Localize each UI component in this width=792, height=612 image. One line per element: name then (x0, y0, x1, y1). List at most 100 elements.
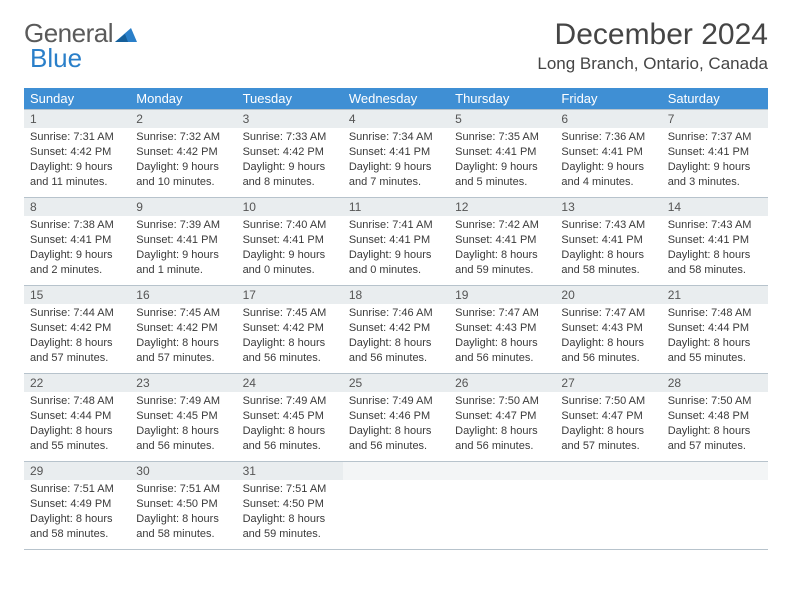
daylight-line: Daylight: 8 hours and 55 minutes. (668, 336, 762, 366)
day-body: Sunrise: 7:49 AMSunset: 4:45 PMDaylight:… (237, 392, 343, 457)
sunrise-line: Sunrise: 7:32 AM (136, 130, 230, 145)
day-number: 12 (449, 198, 555, 216)
day-body: Sunrise: 7:45 AMSunset: 4:42 PMDaylight:… (237, 304, 343, 369)
sunrise-line: Sunrise: 7:35 AM (455, 130, 549, 145)
weekday-header: Tuesday (237, 88, 343, 110)
sunset-line: Sunset: 4:44 PM (30, 409, 124, 424)
calendar-day-cell: 27Sunrise: 7:50 AMSunset: 4:47 PMDayligh… (555, 374, 661, 462)
weekday-header: Saturday (662, 88, 768, 110)
calendar-day-cell: 6Sunrise: 7:36 AMSunset: 4:41 PMDaylight… (555, 110, 661, 198)
calendar: Sunday Monday Tuesday Wednesday Thursday… (24, 88, 768, 550)
calendar-day-cell: 21Sunrise: 7:48 AMSunset: 4:44 PMDayligh… (662, 286, 768, 374)
day-number (343, 462, 449, 480)
calendar-week-row: 8Sunrise: 7:38 AMSunset: 4:41 PMDaylight… (24, 198, 768, 286)
day-body: Sunrise: 7:49 AMSunset: 4:46 PMDaylight:… (343, 392, 449, 457)
daylight-line: Daylight: 8 hours and 57 minutes. (136, 336, 230, 366)
day-number: 22 (24, 374, 130, 392)
calendar-day-cell: 3Sunrise: 7:33 AMSunset: 4:42 PMDaylight… (237, 110, 343, 198)
logo-word-2: Blue (30, 43, 82, 74)
sunset-line: Sunset: 4:41 PM (30, 233, 124, 248)
day-body: Sunrise: 7:40 AMSunset: 4:41 PMDaylight:… (237, 216, 343, 281)
daylight-line: Daylight: 8 hours and 59 minutes. (243, 512, 337, 542)
day-number: 31 (237, 462, 343, 480)
sunrise-line: Sunrise: 7:41 AM (349, 218, 443, 233)
day-number: 27 (555, 374, 661, 392)
sunset-line: Sunset: 4:50 PM (136, 497, 230, 512)
day-body: Sunrise: 7:50 AMSunset: 4:47 PMDaylight:… (555, 392, 661, 457)
title-block: December 2024 Long Branch, Ontario, Cana… (537, 18, 768, 74)
sunset-line: Sunset: 4:41 PM (668, 145, 762, 160)
day-number: 1 (24, 110, 130, 128)
daylight-line: Daylight: 9 hours and 7 minutes. (349, 160, 443, 190)
sunrise-line: Sunrise: 7:49 AM (136, 394, 230, 409)
sunrise-line: Sunrise: 7:48 AM (30, 394, 124, 409)
calendar-day-cell: 30Sunrise: 7:51 AMSunset: 4:50 PMDayligh… (130, 462, 236, 550)
sunset-line: Sunset: 4:42 PM (30, 145, 124, 160)
day-body (555, 480, 661, 486)
sunset-line: Sunset: 4:42 PM (30, 321, 124, 336)
sunrise-line: Sunrise: 7:37 AM (668, 130, 762, 145)
calendar-day-cell (555, 462, 661, 550)
sunset-line: Sunset: 4:42 PM (136, 145, 230, 160)
calendar-day-cell: 13Sunrise: 7:43 AMSunset: 4:41 PMDayligh… (555, 198, 661, 286)
day-number: 13 (555, 198, 661, 216)
sunrise-line: Sunrise: 7:50 AM (561, 394, 655, 409)
sunset-line: Sunset: 4:41 PM (136, 233, 230, 248)
daylight-line: Daylight: 9 hours and 10 minutes. (136, 160, 230, 190)
day-number: 30 (130, 462, 236, 480)
daylight-line: Daylight: 8 hours and 56 minutes. (243, 336, 337, 366)
calendar-week-row: 15Sunrise: 7:44 AMSunset: 4:42 PMDayligh… (24, 286, 768, 374)
day-number: 15 (24, 286, 130, 304)
day-number: 3 (237, 110, 343, 128)
daylight-line: Daylight: 8 hours and 56 minutes. (455, 424, 549, 454)
day-number: 29 (24, 462, 130, 480)
sunset-line: Sunset: 4:47 PM (561, 409, 655, 424)
calendar-day-cell: 24Sunrise: 7:49 AMSunset: 4:45 PMDayligh… (237, 374, 343, 462)
calendar-day-cell: 7Sunrise: 7:37 AMSunset: 4:41 PMDaylight… (662, 110, 768, 198)
sunset-line: Sunset: 4:41 PM (349, 145, 443, 160)
day-number (449, 462, 555, 480)
calendar-day-cell: 11Sunrise: 7:41 AMSunset: 4:41 PMDayligh… (343, 198, 449, 286)
day-body: Sunrise: 7:32 AMSunset: 4:42 PMDaylight:… (130, 128, 236, 193)
sunset-line: Sunset: 4:45 PM (243, 409, 337, 424)
sunrise-line: Sunrise: 7:51 AM (30, 482, 124, 497)
day-number: 20 (555, 286, 661, 304)
day-body: Sunrise: 7:45 AMSunset: 4:42 PMDaylight:… (130, 304, 236, 369)
sunset-line: Sunset: 4:41 PM (243, 233, 337, 248)
daylight-line: Daylight: 8 hours and 57 minutes. (30, 336, 124, 366)
sunset-line: Sunset: 4:42 PM (349, 321, 443, 336)
day-body: Sunrise: 7:46 AMSunset: 4:42 PMDaylight:… (343, 304, 449, 369)
sunrise-line: Sunrise: 7:34 AM (349, 130, 443, 145)
day-number: 18 (343, 286, 449, 304)
calendar-day-cell: 2Sunrise: 7:32 AMSunset: 4:42 PMDaylight… (130, 110, 236, 198)
sunrise-line: Sunrise: 7:47 AM (561, 306, 655, 321)
calendar-day-cell: 31Sunrise: 7:51 AMSunset: 4:50 PMDayligh… (237, 462, 343, 550)
day-body: Sunrise: 7:50 AMSunset: 4:47 PMDaylight:… (449, 392, 555, 457)
sunrise-line: Sunrise: 7:43 AM (561, 218, 655, 233)
day-body: Sunrise: 7:50 AMSunset: 4:48 PMDaylight:… (662, 392, 768, 457)
sunrise-line: Sunrise: 7:45 AM (243, 306, 337, 321)
day-number: 4 (343, 110, 449, 128)
day-body: Sunrise: 7:43 AMSunset: 4:41 PMDaylight:… (662, 216, 768, 281)
weekday-header-row: Sunday Monday Tuesday Wednesday Thursday… (24, 88, 768, 110)
sunset-line: Sunset: 4:48 PM (668, 409, 762, 424)
calendar-day-cell: 17Sunrise: 7:45 AMSunset: 4:42 PMDayligh… (237, 286, 343, 374)
daylight-line: Daylight: 9 hours and 2 minutes. (30, 248, 124, 278)
page-header: General December 2024 Long Branch, Ontar… (24, 18, 768, 74)
day-body: Sunrise: 7:48 AMSunset: 4:44 PMDaylight:… (24, 392, 130, 457)
calendar-day-cell: 22Sunrise: 7:48 AMSunset: 4:44 PMDayligh… (24, 374, 130, 462)
calendar-day-cell: 15Sunrise: 7:44 AMSunset: 4:42 PMDayligh… (24, 286, 130, 374)
day-number: 2 (130, 110, 236, 128)
daylight-line: Daylight: 8 hours and 56 minutes. (455, 336, 549, 366)
day-number: 16 (130, 286, 236, 304)
day-body: Sunrise: 7:42 AMSunset: 4:41 PMDaylight:… (449, 216, 555, 281)
sunrise-line: Sunrise: 7:50 AM (455, 394, 549, 409)
sunrise-line: Sunrise: 7:49 AM (349, 394, 443, 409)
weekday-header: Monday (130, 88, 236, 110)
daylight-line: Daylight: 8 hours and 57 minutes. (561, 424, 655, 454)
daylight-line: Daylight: 9 hours and 0 minutes. (243, 248, 337, 278)
day-body: Sunrise: 7:41 AMSunset: 4:41 PMDaylight:… (343, 216, 449, 281)
day-body (449, 480, 555, 486)
month-title: December 2024 (537, 18, 768, 52)
sunset-line: Sunset: 4:50 PM (243, 497, 337, 512)
